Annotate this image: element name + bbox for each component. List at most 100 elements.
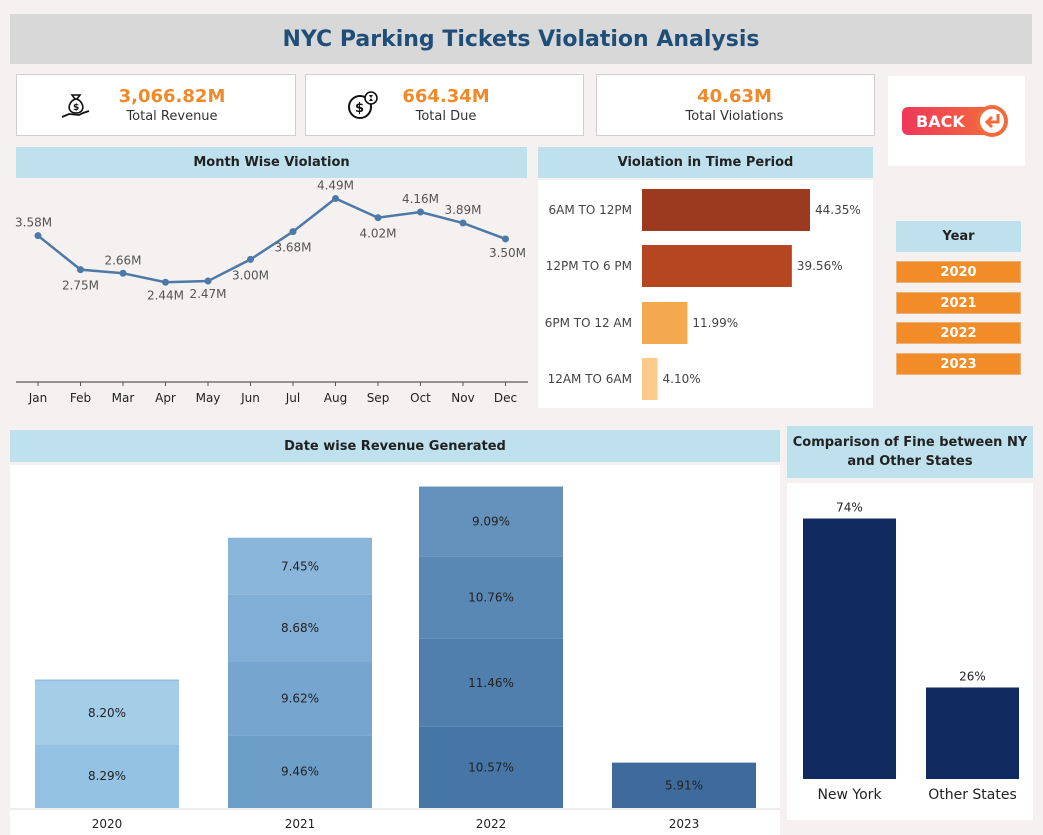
kpi-label: Total Revenue — [126, 109, 218, 124]
data-point — [162, 278, 169, 286]
bar-segment — [35, 681, 179, 745]
year-option-2020[interactable]: 2020 — [896, 261, 1021, 283]
data-label: 74% — [836, 501, 863, 515]
data-label: 11.99% — [692, 316, 738, 330]
data-label: 2.44M — [147, 288, 184, 302]
data-point — [502, 235, 509, 243]
segment-label: 8.20% — [88, 706, 126, 720]
page-title: NYC Parking Tickets Violation Analysis — [282, 26, 760, 52]
data-label: 4.49M — [317, 180, 354, 192]
stacked-bar-chart-date-wise: 8.29% 8.20% 2020 9.46% 9.62% 8.68% 7.45% 2021 10… — [10, 486, 780, 831]
data-point — [204, 277, 212, 285]
segment-label: 8.68% — [281, 621, 319, 635]
x-tick-label: Feb — [70, 391, 91, 405]
data-label: 26% — [959, 669, 986, 683]
data-label: 39.56% — [797, 259, 843, 273]
year-option-2021[interactable]: 2021 — [896, 292, 1021, 314]
x-tick-label: 2020 — [92, 817, 123, 831]
kpi-card-total-violations: 40.63M Total Violations — [596, 74, 875, 136]
bar — [642, 189, 810, 231]
bar — [642, 302, 688, 344]
coins-clock-icon: $ — [348, 91, 378, 119]
kpi-value: 3,066.82M — [118, 86, 226, 107]
x-tick-label: 2023 — [669, 817, 700, 831]
back-label: BACK — [916, 112, 965, 131]
bar-segment — [35, 744, 179, 808]
x-tick-label: Jun — [240, 391, 260, 405]
data-label: 3.00M — [232, 268, 269, 282]
series-line — [37, 197, 506, 284]
x-tick-label: Jan — [28, 391, 48, 405]
data-point — [77, 266, 84, 274]
data-point — [332, 194, 339, 202]
panel-title-time-period: Violation in Time Period — [538, 147, 873, 178]
bar-segment — [419, 726, 563, 808]
data-point — [119, 269, 127, 277]
data-point — [459, 219, 467, 227]
data-label: 3.68M — [274, 241, 311, 255]
segment-label: 9.46% — [281, 765, 319, 779]
year-filter-title: Year — [896, 221, 1021, 252]
data-label: 2.66M — [104, 253, 141, 267]
bar-segment — [228, 537, 372, 595]
segment-label: 8.29% — [88, 769, 126, 783]
data-point — [289, 228, 297, 236]
bar-segment — [228, 735, 372, 808]
bar-segment — [419, 556, 563, 639]
panel-title-date-wise: Date wise Revenue Generated — [10, 430, 780, 462]
segment-label: 7.45% — [281, 559, 319, 573]
x-tick-label: May — [196, 391, 221, 405]
data-label: 3.58M — [15, 216, 52, 230]
x-tick-label: 2021 — [285, 817, 316, 831]
data-label: 4.16M — [402, 192, 439, 206]
x-tick-label: Sep — [367, 391, 390, 405]
data-point — [374, 214, 382, 222]
back-button[interactable]: BACK — [902, 104, 1012, 138]
segment-label: 9.62% — [281, 691, 319, 705]
return-arrow-icon — [984, 114, 1000, 129]
segment-label: 5.91% — [665, 778, 703, 792]
svg-text:$: $ — [73, 103, 79, 113]
category-label: 6PM TO 12 AM — [545, 316, 632, 330]
money-bag-hand-icon: $ — [61, 94, 90, 118]
panel-title-month-wise: Month Wise Violation — [16, 147, 527, 178]
x-tick-label: Aug — [324, 391, 347, 405]
kpi-value: 664.34M — [402, 86, 490, 107]
bar — [803, 518, 896, 779]
year-option-2022[interactable]: 2022 — [896, 322, 1021, 344]
line-chart-month-wise: Jan Feb Mar Apr May Jun Jul Aug Sep Oct Nov Dec 3.58… — [15, 180, 528, 405]
category-label: 12PM TO 6 PM — [546, 259, 632, 273]
data-label: 3.89M — [444, 203, 481, 217]
category-label: 12AM TO 6AM — [548, 372, 632, 386]
x-tick-label: Other States — [928, 787, 1017, 803]
bar-segment — [419, 638, 563, 727]
x-tick-label: 2022 — [476, 817, 507, 831]
x-tick-label: Jul — [285, 391, 300, 405]
segment-label: 11.46% — [468, 676, 514, 690]
kpi-label: Total Violations — [685, 109, 784, 124]
segment-label: 10.76% — [468, 591, 514, 605]
year-option-2023[interactable]: 2023 — [896, 353, 1021, 375]
data-point — [417, 208, 424, 216]
x-tick-label: Apr — [155, 391, 176, 405]
bar-chart-comparison: 74% New York 26% Other States — [803, 501, 1019, 803]
bar-segment — [35, 679, 179, 682]
svg-text:$: $ — [355, 101, 364, 116]
hbar-chart-time-period: 6AM TO 12PM 44.35% 12PM TO 6 PM 39.56% 6PM T… — [545, 189, 861, 400]
data-label: 2.47M — [189, 287, 226, 301]
bar — [642, 358, 658, 400]
kpi-card-total-revenue: $ 3,066.82M Total Revenue — [16, 74, 296, 136]
data-point — [34, 232, 42, 240]
category-label: 6AM TO 12PM — [549, 203, 632, 217]
data-label: 44.35% — [815, 203, 861, 217]
kpi-label: Total Due — [415, 109, 477, 124]
segment-label: 10.57% — [468, 760, 514, 774]
kpi-card-total-due: $ 664.34M Total Due — [305, 74, 584, 136]
bar-segment — [612, 762, 756, 808]
back-button-container: BACK — [888, 76, 1025, 166]
data-label: 4.02M — [359, 227, 396, 241]
bar-segment — [228, 594, 372, 662]
kpi-value: 40.63M — [697, 86, 772, 107]
data-label: 3.50M — [489, 246, 526, 260]
data-label: 4.10% — [663, 372, 701, 386]
